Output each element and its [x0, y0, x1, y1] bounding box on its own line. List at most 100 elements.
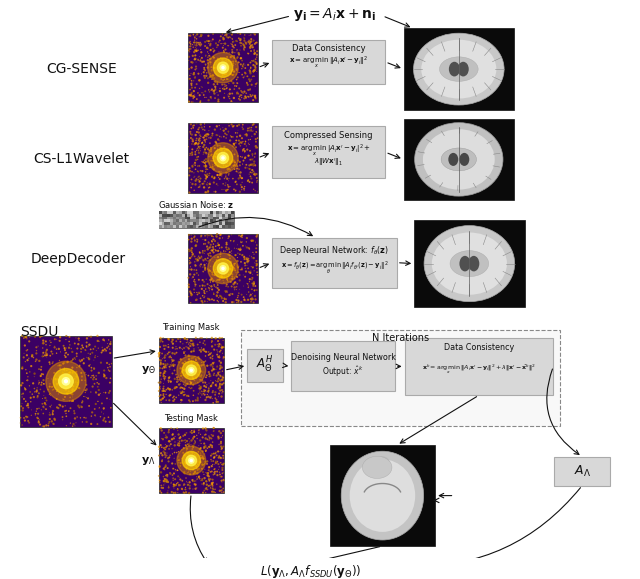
Point: [225, 157, 236, 167]
Bar: [188, 234, 257, 303]
Point: [216, 458, 226, 467]
Bar: [193, 211, 196, 214]
Point: [64, 337, 74, 346]
Point: [58, 341, 68, 350]
Point: [211, 137, 221, 146]
Point: [248, 71, 259, 80]
Point: [191, 41, 202, 50]
Point: [201, 143, 211, 152]
Bar: [230, 225, 234, 228]
Point: [252, 264, 262, 273]
Point: [170, 374, 180, 383]
Point: [206, 147, 216, 156]
Point: [180, 390, 190, 399]
Point: [105, 345, 115, 354]
Point: [40, 393, 51, 402]
Point: [186, 356, 196, 365]
Point: [212, 458, 223, 467]
Point: [184, 47, 195, 56]
Point: [174, 439, 184, 448]
Point: [232, 81, 242, 90]
Point: [196, 82, 206, 91]
Point: [81, 393, 92, 402]
Point: [229, 261, 239, 270]
Point: [189, 479, 200, 489]
Point: [209, 80, 219, 89]
Point: [210, 56, 220, 65]
Point: [200, 131, 210, 141]
Point: [195, 383, 205, 392]
Point: [214, 339, 225, 349]
Point: [189, 252, 200, 261]
Point: [234, 164, 244, 174]
Point: [224, 94, 234, 103]
Point: [85, 349, 95, 358]
Point: [182, 459, 193, 468]
Point: [188, 134, 198, 144]
Point: [227, 40, 237, 49]
Point: [177, 485, 188, 494]
Point: [246, 37, 256, 46]
Point: [92, 331, 102, 340]
Point: [205, 178, 215, 187]
Point: [19, 349, 29, 358]
Point: [239, 186, 250, 195]
Point: [218, 375, 228, 384]
Point: [67, 422, 77, 431]
Point: [174, 480, 184, 489]
Bar: [159, 428, 224, 493]
Point: [214, 486, 225, 496]
Point: [220, 82, 230, 91]
Point: [230, 251, 241, 260]
Point: [154, 386, 164, 395]
Point: [163, 477, 173, 486]
Point: [203, 145, 213, 154]
Point: [193, 183, 204, 192]
Point: [24, 332, 35, 342]
Point: [156, 357, 166, 367]
Point: [242, 131, 252, 140]
Point: [238, 124, 248, 134]
Point: [52, 375, 63, 384]
Point: [179, 334, 189, 343]
Point: [52, 385, 63, 394]
Point: [184, 450, 195, 459]
Point: [202, 170, 212, 179]
Point: [237, 251, 248, 260]
Point: [221, 245, 232, 254]
Point: [81, 380, 92, 390]
Bar: [184, 217, 188, 219]
Point: [32, 404, 42, 413]
Point: [222, 83, 232, 93]
Point: [204, 466, 214, 475]
Point: [54, 356, 65, 365]
Point: [200, 449, 210, 459]
Point: [87, 348, 97, 357]
Bar: [190, 219, 193, 222]
Point: [168, 349, 178, 358]
Point: [243, 49, 253, 58]
Point: [208, 71, 218, 80]
Point: [246, 75, 257, 84]
Point: [196, 476, 206, 485]
Point: [170, 432, 180, 441]
Point: [202, 265, 212, 274]
Point: [196, 345, 206, 354]
Point: [216, 170, 227, 179]
Bar: [207, 214, 211, 217]
Point: [207, 478, 217, 488]
Point: [168, 396, 179, 405]
Point: [32, 383, 42, 393]
Point: [159, 341, 169, 350]
Point: [190, 65, 200, 74]
Point: [202, 390, 212, 399]
Point: [236, 232, 246, 241]
Point: [22, 356, 33, 365]
Point: [202, 232, 212, 241]
Point: [157, 337, 168, 346]
Point: [228, 263, 238, 272]
Bar: [196, 222, 199, 225]
Point: [99, 415, 109, 424]
Point: [213, 151, 223, 160]
Point: [180, 390, 190, 399]
